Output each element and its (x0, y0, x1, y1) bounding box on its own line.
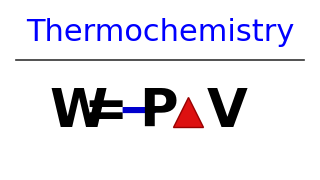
Text: Thermochemistry: Thermochemistry (26, 18, 294, 47)
Text: −: − (116, 86, 161, 138)
Text: P: P (139, 86, 178, 138)
Text: W: W (49, 86, 107, 138)
Text: =: = (84, 86, 128, 138)
Text: V: V (206, 86, 247, 138)
